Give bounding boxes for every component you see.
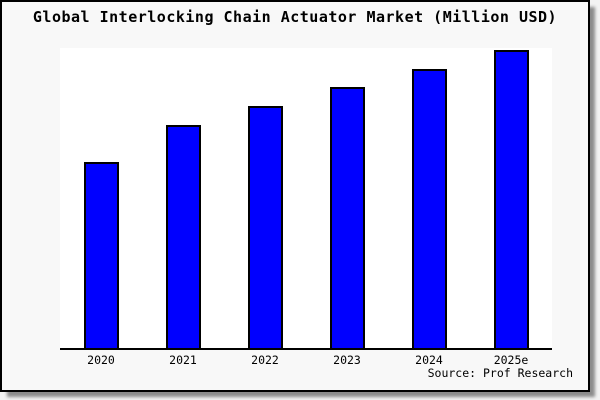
x-tick-label-2024: 2024 [415,353,443,367]
chart-frame: Global Interlocking Chain Actuator Marke… [0,0,590,392]
x-tick-label-2020: 2020 [87,353,115,367]
x-tick-label-2022: 2022 [251,353,279,367]
bar-2025e [494,50,529,348]
x-tick-label-2025e: 2025e [493,353,529,367]
bar-2024 [412,69,447,348]
x-tick-label-2021: 2021 [169,353,197,367]
bar-2020 [84,162,119,348]
bar-2023 [330,87,365,348]
bar-2022 [248,106,283,348]
x-axis-labels: 2020 2021 2022 2023 2024 2025e [2,2,588,390]
plot-area [60,48,552,350]
chart-title: Global Interlocking Chain Actuator Marke… [32,8,558,26]
source-caption: Source: Prof Research [427,366,573,380]
bar-2021 [166,125,201,348]
x-tick-label-2023: 2023 [333,353,361,367]
